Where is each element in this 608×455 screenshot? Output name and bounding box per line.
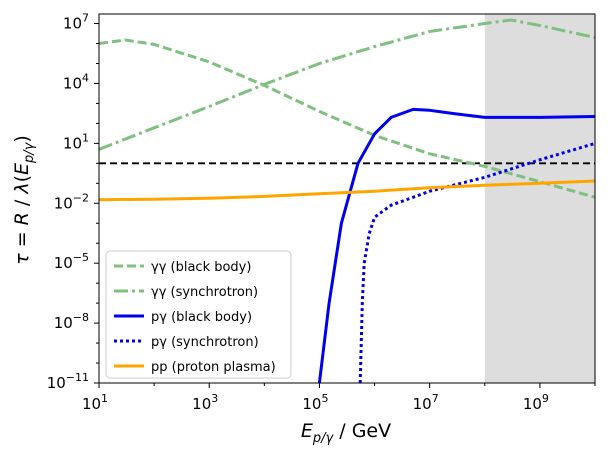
y-tick-label: 10−5 xyxy=(54,251,89,272)
axes-frame xyxy=(98,13,596,384)
y-tick-label: 10−11 xyxy=(47,371,89,392)
y-axis-label: τ = R / λ(Ep/γ) xyxy=(11,135,37,265)
y-tick-label: 10−8 xyxy=(54,311,89,332)
legend-box xyxy=(105,250,292,379)
y-tick-label: 104 xyxy=(63,71,89,92)
axes: 101 103 105 107 109 10−11 10−8 10−5 10−2 101 104 10… xyxy=(47,12,596,413)
legend-label-1: γγ (synchrotron) xyxy=(151,285,258,300)
shaded-region xyxy=(484,14,595,383)
x-axis-label: Ep/γ / GeV xyxy=(301,420,391,446)
y-tick-label: 107 xyxy=(63,12,89,33)
legend-label-4: pp (proton plasma) xyxy=(151,360,276,375)
series-line-0 xyxy=(99,38,595,199)
plot-area xyxy=(99,14,595,383)
series-line-4 xyxy=(99,179,595,202)
series-line-1 xyxy=(99,18,595,151)
y-tick-label: 10−2 xyxy=(54,191,89,212)
series-line-3 xyxy=(358,141,595,383)
legend: γγ (black body) γγ (synchrotron) pγ (black… xyxy=(105,250,292,379)
series-line-2 xyxy=(317,107,595,383)
x-tick-label: 107 xyxy=(413,392,439,413)
x-tick-label: 103 xyxy=(192,392,218,413)
x-tick-label: 109 xyxy=(523,392,549,413)
x-tick-label: 105 xyxy=(302,392,328,413)
legend-label-3: pγ (synchrotron) xyxy=(151,335,259,350)
x-tick-label: 101 xyxy=(82,392,108,413)
legend-label-0: γγ (black body) xyxy=(151,260,251,275)
legend-label-2: pγ (black body) xyxy=(151,310,252,325)
y-tick-label: 101 xyxy=(63,131,89,152)
